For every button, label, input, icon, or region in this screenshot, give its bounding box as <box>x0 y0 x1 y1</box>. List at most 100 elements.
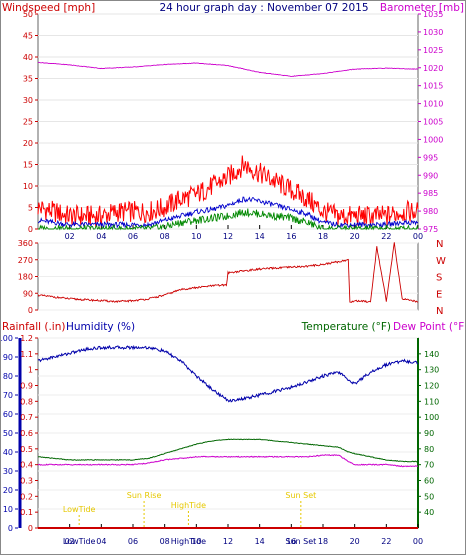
wind-series-avg <box>37 196 419 229</box>
annotation-label: Sun Set <box>285 491 316 500</box>
wind-left-tick-label: 25 <box>23 118 33 127</box>
rainfall-tick-label: 0 <box>28 524 33 533</box>
rainfall-tick-label: 0.9 <box>20 382 33 391</box>
climate-series-temperature <box>37 438 419 463</box>
temperature-tick-label: 130 <box>424 366 439 375</box>
rainfall-tick-label: 0.8 <box>20 397 33 406</box>
wind-x-tick-label: 20 <box>350 232 360 241</box>
humidity-tick-label: 0 <box>8 524 13 533</box>
barometer-tick-label: 990 <box>423 171 438 180</box>
climate-x-tick-label: 00 <box>413 537 423 546</box>
humidity-tick-label: 30 <box>3 467 13 476</box>
rainfall-tick-label: 1.1 <box>20 350 33 359</box>
wind-left-tick-label: 35 <box>23 75 33 84</box>
wind-series-low <box>38 208 419 231</box>
wind-left-tick-label: 10 <box>23 182 33 191</box>
temperature-tick-label: 80 <box>424 445 434 454</box>
wind-x-tick-label: 00 <box>413 232 423 241</box>
rainfall-tick-label: 0.6 <box>20 429 33 438</box>
barometer-tick-label: 1035 <box>423 10 443 19</box>
wind-left-tick-label: 5 <box>28 204 33 213</box>
rainfall-tick-label: 1 <box>28 366 33 375</box>
wind-x-tick-label: 08 <box>160 232 170 241</box>
barometer-tick-label: 1025 <box>423 46 443 55</box>
compass-label: W <box>436 256 446 267</box>
climate-x-tick-label: 18 <box>318 537 328 546</box>
temperature-axis-title: Temperature (°F) <box>301 321 391 333</box>
wind-x-tick-label: 22 <box>381 232 391 241</box>
climate-series-dewpoint <box>38 454 419 468</box>
wind-plot: 5045403530252015105010351030102510201015… <box>23 10 444 241</box>
climate-x-tick-label: 20 <box>350 537 360 546</box>
wind-x-tick-label: 06 <box>128 232 138 241</box>
wind-x-tick-label: 10 <box>191 232 201 241</box>
humidity-tick-label: 100 <box>0 334 13 343</box>
barometer-tick-label: 995 <box>423 153 438 162</box>
direction-left-tick-label: 270 <box>18 256 33 265</box>
temperature-tick-label: 120 <box>424 382 439 391</box>
wind-left-tick-label: 45 <box>23 32 33 41</box>
climate-x-tick-label: 08 <box>160 537 170 546</box>
wind-x-tick-label: 04 <box>96 232 106 241</box>
rainfall-tick-label: 0.1 <box>20 508 33 517</box>
bottom-annotation-label: LowTide <box>63 537 96 546</box>
direction-left-tick-label: 360 <box>18 239 33 248</box>
temperature-tick-label: 60 <box>424 477 434 486</box>
climate-x-tick-label: 14 <box>255 537 265 546</box>
climate-x-tick-label: 06 <box>128 537 138 546</box>
rainfall-tick-label: 0.2 <box>20 492 33 501</box>
barometer-tick-label: 985 <box>423 189 438 198</box>
humidity-tick-label: 70 <box>3 391 13 400</box>
wind-left-tick-label: 50 <box>23 10 33 19</box>
compass-label: N <box>436 239 443 250</box>
direction-left-tick-label: 90 <box>23 289 33 298</box>
humidity-tick-label: 50 <box>3 429 13 438</box>
chart-title: 24 hour graph day : November 07 2015 <box>159 2 368 14</box>
windspeed-axis-title: Windspeed [mph] <box>2 2 95 14</box>
humidity-tick-label: 20 <box>3 486 13 495</box>
wind-left-tick-label: 40 <box>23 53 33 62</box>
rainfall-tick-label: 0.3 <box>20 477 33 486</box>
rainfall-tick-label: 0.4 <box>20 461 33 470</box>
rainfall-tick-label: 0.7 <box>20 413 33 422</box>
compass-label: E <box>436 289 442 300</box>
climate-x-tick-label: 04 <box>96 537 106 546</box>
bottom-annotation-label: Sun Set <box>285 537 316 546</box>
wind-x-tick-label: 02 <box>65 232 75 241</box>
direction-left-tick-label: 0 <box>28 306 33 315</box>
climate-x-tick-label: 12 <box>223 537 233 546</box>
climate-x-tick-label: 22 <box>381 537 391 546</box>
direction-series <box>37 242 419 304</box>
barometer-tick-label: 1010 <box>423 100 443 109</box>
barometer-tick-label: 975 <box>423 225 438 234</box>
wind-x-tick-label: 18 <box>318 232 328 241</box>
temperature-tick-label: 100 <box>424 413 439 422</box>
temperature-tick-label: 50 <box>424 492 434 501</box>
wind-series-barometer <box>37 61 419 77</box>
wind-left-tick-label: 20 <box>23 139 33 148</box>
humidity-tick-label: 80 <box>3 372 13 381</box>
barometer-tick-label: 1005 <box>423 118 443 127</box>
rainfall-tick-label: 0.5 <box>20 445 33 454</box>
climate-x-tick-label: 02 <box>65 537 75 546</box>
rainfall-tick-label: 1.2 <box>20 334 33 343</box>
bottom-annotation-label: HighTide <box>171 537 206 546</box>
temperature-tick-label: 70 <box>424 461 434 470</box>
climate-x-tick-label: 10 <box>191 537 201 546</box>
wind-left-tick-label: 0 <box>28 225 33 234</box>
barometer-tick-label: 1020 <box>423 64 443 73</box>
wind-left-tick-label: 15 <box>23 161 33 170</box>
climate-plot: 10090807060504030201001.21.110.90.80.70.… <box>0 334 439 546</box>
temperature-tick-label: 110 <box>424 397 439 406</box>
temperature-tick-label: 140 <box>424 350 439 359</box>
humidity-tick-label: 60 <box>3 410 13 419</box>
annotation-label: Sun Rise <box>127 491 162 500</box>
humidity-tick-label: 90 <box>3 353 13 362</box>
humidity-tick-label: 40 <box>3 448 13 457</box>
wind-x-tick-label: 12 <box>223 232 233 241</box>
direction-left-tick-label: 180 <box>18 273 33 282</box>
humidity-tick-label: 10 <box>3 505 13 514</box>
temperature-tick-label: 40 <box>424 508 434 517</box>
